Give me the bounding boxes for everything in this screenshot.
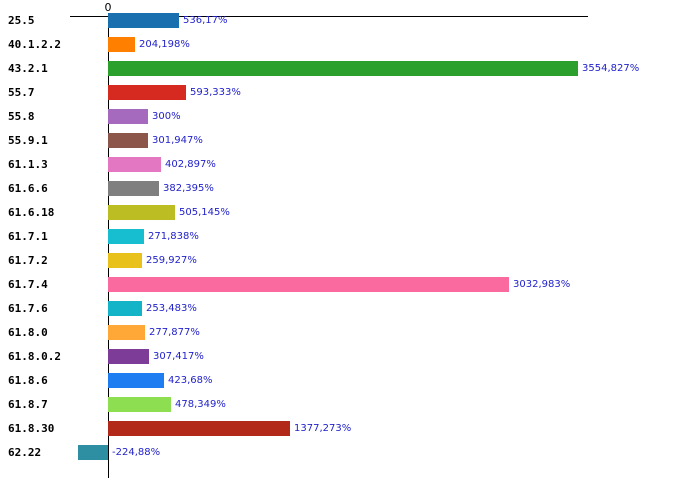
bar (108, 229, 144, 244)
bar (108, 13, 179, 28)
value-label: 277,877% (149, 327, 200, 338)
bar (108, 61, 578, 76)
category-label: 40.1.2.2 (8, 38, 61, 51)
value-label: 301,947% (152, 135, 203, 146)
value-label: -224,88% (112, 447, 161, 458)
value-label: 253,483% (146, 303, 197, 314)
category-label: 61.8.6 (8, 374, 48, 387)
bar (108, 133, 148, 148)
bar (108, 37, 135, 52)
category-label: 61.7.1 (8, 230, 48, 243)
value-label: 3032,983% (513, 279, 571, 290)
value-label: 423,68% (168, 375, 213, 386)
value-label: 300% (152, 111, 181, 122)
bar (108, 421, 290, 436)
bar (108, 397, 171, 412)
value-label: 271,838% (148, 231, 199, 242)
value-label: 259,927% (146, 255, 197, 266)
value-label: 204,198% (139, 39, 190, 50)
bar (78, 445, 108, 460)
value-label: 478,349% (175, 399, 226, 410)
bar (108, 205, 175, 220)
category-label: 61.8.7 (8, 398, 48, 411)
value-label: 593,333% (190, 87, 241, 98)
category-label: 55.8 (8, 110, 35, 123)
category-label: 61.8.0.2 (8, 350, 61, 363)
bar (108, 109, 148, 124)
category-label: 61.6.18 (8, 206, 55, 219)
bar (108, 253, 142, 268)
zero-tick-label: 0 (104, 1, 112, 14)
category-label: 61.7.6 (8, 302, 48, 315)
bar (108, 85, 186, 100)
category-label: 61.8.0 (8, 326, 48, 339)
bar (108, 157, 161, 172)
bar (108, 325, 145, 340)
bar (108, 301, 142, 316)
value-label: 505,145% (179, 207, 230, 218)
category-label: 55.9.1 (8, 134, 48, 147)
category-label: 61.1.3 (8, 158, 48, 171)
value-label: 382,395% (163, 183, 214, 194)
value-label: 307,417% (153, 351, 204, 362)
value-label: 536,17% (183, 15, 228, 26)
category-label: 55.7 (8, 86, 35, 99)
value-label: 402,897% (165, 159, 216, 170)
zero-axis-line (108, 16, 109, 478)
category-label: 61.7.2 (8, 254, 48, 267)
x-axis-line (70, 16, 588, 17)
category-label: 61.8.30 (8, 422, 55, 435)
bar (108, 373, 164, 388)
value-label: 3554,827% (582, 63, 640, 74)
bar (108, 181, 159, 196)
category-label: 62.22 (8, 446, 42, 459)
bar (108, 277, 509, 292)
value-label: 1377,273% (294, 423, 352, 434)
category-label: 25.5 (8, 14, 35, 27)
bar (108, 349, 149, 364)
category-label: 61.6.6 (8, 182, 48, 195)
category-label: 43.2.1 (8, 62, 48, 75)
category-label: 61.7.4 (8, 278, 48, 291)
